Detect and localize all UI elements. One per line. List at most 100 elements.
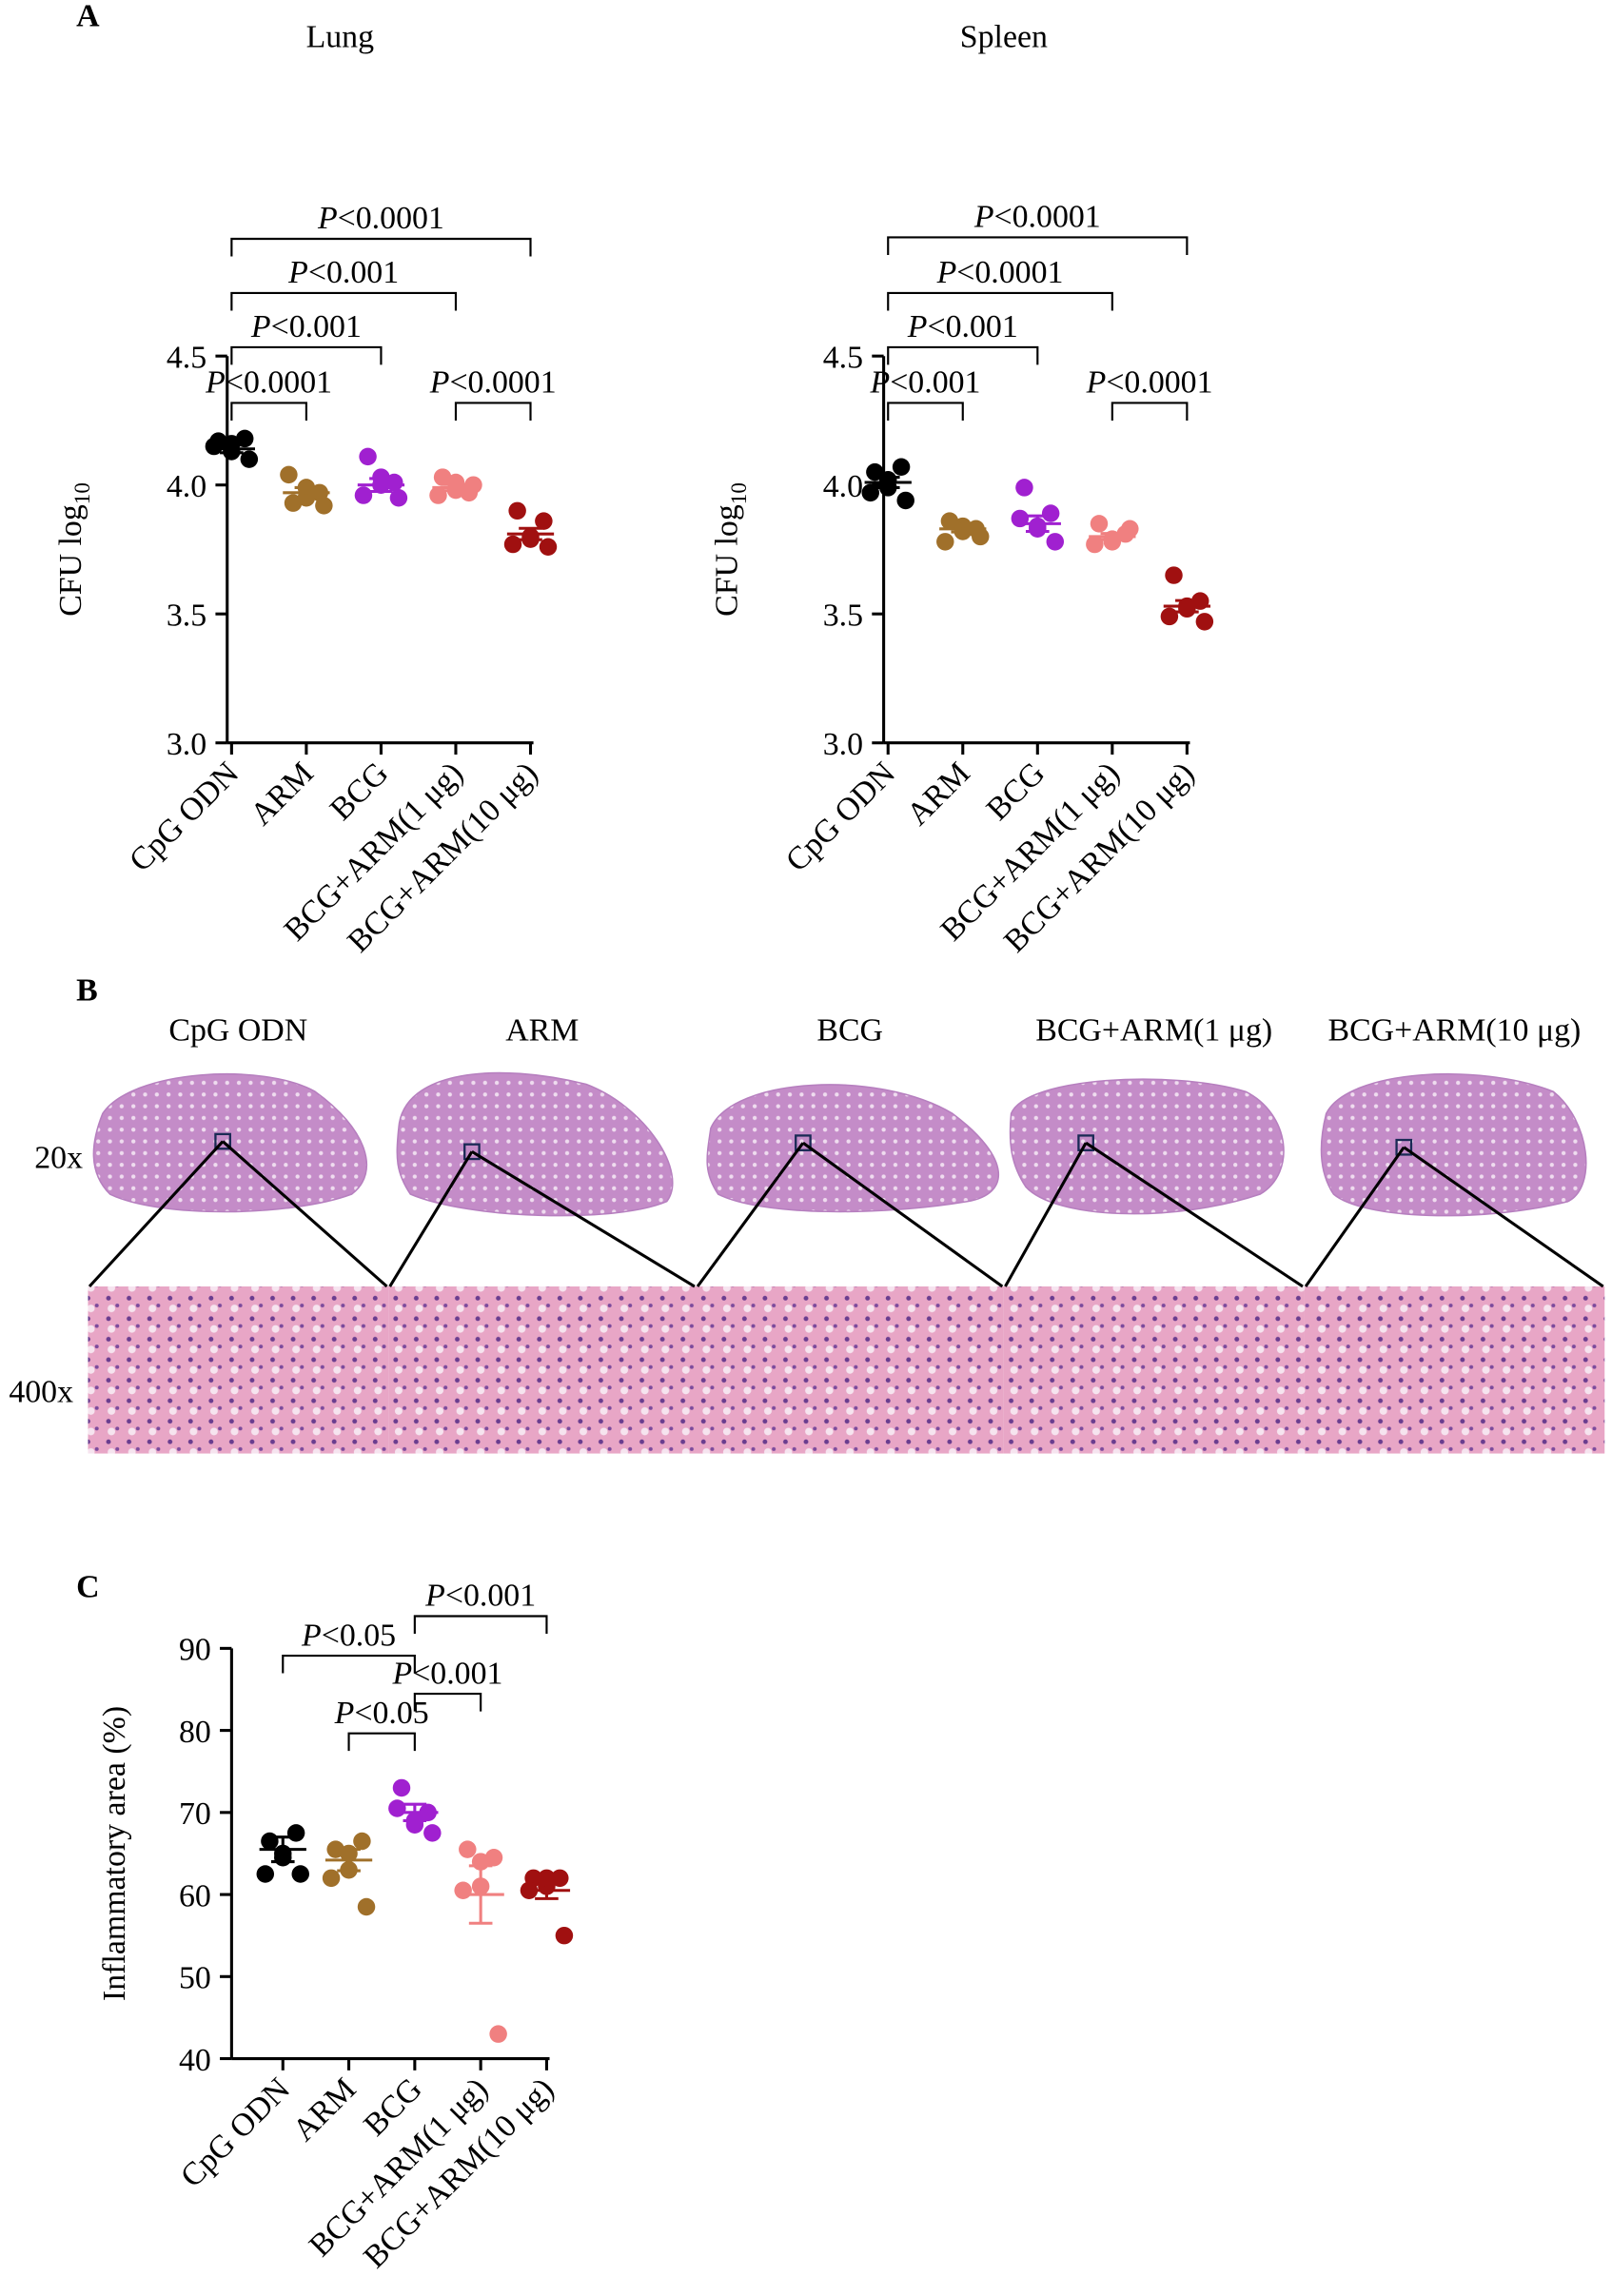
zoom-line xyxy=(696,1142,805,1287)
significance-label: P<0.0001 xyxy=(205,365,332,401)
y-axis-label-text: CFU log xyxy=(710,504,745,617)
data-point xyxy=(240,450,259,468)
y-axis-label-sub: 10 xyxy=(726,482,751,504)
significance-label: P<0.001 xyxy=(907,309,1018,344)
data-point xyxy=(1090,515,1109,533)
error-bar xyxy=(1175,599,1199,614)
significance-label: P<0.0001 xyxy=(317,201,444,236)
lung-section xyxy=(1009,1078,1285,1215)
data-point xyxy=(315,497,333,515)
data-point xyxy=(1015,479,1033,497)
data-point xyxy=(429,486,447,504)
zoom-box xyxy=(463,1143,481,1161)
zoom-line xyxy=(1304,1146,1406,1287)
y-tick-label: 90 xyxy=(179,1633,211,1668)
error-bar xyxy=(337,1848,361,1873)
data-point xyxy=(936,533,954,551)
significance-bracket xyxy=(230,291,458,311)
row-label: 400x xyxy=(9,1375,73,1410)
chart-title: Spleen xyxy=(960,19,1048,54)
y-tick-label: 80 xyxy=(179,1715,211,1750)
y-tick-label: 70 xyxy=(179,1796,211,1832)
data-point xyxy=(484,1849,503,1867)
micrograph xyxy=(88,1286,389,1454)
micrograph xyxy=(388,1286,697,1454)
data-point xyxy=(1041,504,1060,522)
data-point xyxy=(1195,613,1214,631)
panel-label: A xyxy=(76,0,100,34)
zoom-box xyxy=(1077,1134,1094,1151)
zoom-line xyxy=(1085,1141,1304,1288)
error-bar xyxy=(443,482,468,493)
error-bar xyxy=(403,1802,427,1823)
error-bar xyxy=(468,1864,493,1925)
significance-label: P<0.05 xyxy=(334,1696,429,1731)
y-axis-label: CFU log10 xyxy=(710,482,751,617)
data-point xyxy=(892,458,911,476)
significance-label: P<0.0001 xyxy=(429,365,557,401)
micrograph xyxy=(696,1286,1004,1454)
data-point xyxy=(261,1832,279,1851)
significance-bracket xyxy=(282,1654,416,1674)
error-bar xyxy=(369,477,393,494)
zoom-line xyxy=(388,1150,474,1287)
lung-section xyxy=(396,1071,674,1217)
error-bar xyxy=(951,523,975,534)
data-point xyxy=(539,538,558,556)
y-tick-label: 50 xyxy=(179,1961,211,1996)
micrograph xyxy=(1003,1286,1305,1454)
lung-section xyxy=(1320,1072,1587,1217)
significance-bracket xyxy=(347,1732,416,1752)
data-point xyxy=(359,447,377,466)
column-label: BCG+ARM(10 μg) xyxy=(1327,1012,1581,1048)
significance-bracket xyxy=(413,1693,482,1712)
chart: 40 50 60 70 80 90 Inflammatory area (%) CpG ODN… xyxy=(97,1579,574,2275)
data-point xyxy=(291,1865,309,1883)
data-point xyxy=(286,1824,305,1842)
x-tick-label: CpG ODN xyxy=(779,756,902,878)
histology-panel: CpG ODN ARM BCG BCG+ARM(1 μg) BCG+ARM(10 μg)… xyxy=(9,1012,1605,1454)
zoom-line xyxy=(471,1150,696,1288)
x-tick-label: ARM xyxy=(286,2071,364,2149)
data-point xyxy=(454,1881,472,1899)
data-point xyxy=(322,1869,341,1888)
zoom-box xyxy=(795,1134,812,1151)
x-tick-label: CpG ODN xyxy=(174,2071,297,2194)
data-point xyxy=(972,527,990,546)
column-label: BCG xyxy=(816,1012,883,1048)
y-tick-label: 4.0 xyxy=(167,469,206,504)
error-bar xyxy=(270,1835,295,1864)
data-point xyxy=(280,465,298,484)
zoom-line xyxy=(1004,1142,1088,1287)
data-point xyxy=(1086,535,1104,554)
error-bar xyxy=(875,476,900,489)
data-point xyxy=(357,1897,376,1916)
x-tick-label: ARM xyxy=(244,756,321,833)
significance-bracket xyxy=(230,345,383,365)
x-tick-label: ARM xyxy=(900,756,977,833)
y-tick-label: 4.0 xyxy=(823,469,863,504)
data-point xyxy=(1046,533,1065,551)
y-tick-label: 4.5 xyxy=(823,341,863,376)
x-tick-label: CpG ODN xyxy=(123,756,246,878)
micrograph xyxy=(1304,1286,1605,1454)
data-point xyxy=(861,483,879,502)
column-label: CpG ODN xyxy=(168,1012,307,1048)
data-point xyxy=(535,512,553,530)
y-tick-label: 40 xyxy=(179,2043,211,2078)
y-axis-label: Inflammatory area (%) xyxy=(97,1706,132,2001)
data-point xyxy=(423,1824,442,1842)
significance-label: P<0.0001 xyxy=(1086,365,1213,401)
y-tick-label: 3.0 xyxy=(167,727,206,762)
significance-bracket xyxy=(230,402,307,421)
zoom-line xyxy=(1403,1146,1604,1288)
column-label: ARM xyxy=(505,1012,579,1048)
significance-label: P<0.05 xyxy=(301,1618,396,1653)
lung-section xyxy=(706,1084,1000,1213)
data-point xyxy=(459,1840,477,1858)
row-label: 20x xyxy=(34,1140,83,1175)
error-bar xyxy=(220,443,244,455)
significance-bracket xyxy=(887,291,1113,311)
significance-bracket xyxy=(1111,402,1189,421)
